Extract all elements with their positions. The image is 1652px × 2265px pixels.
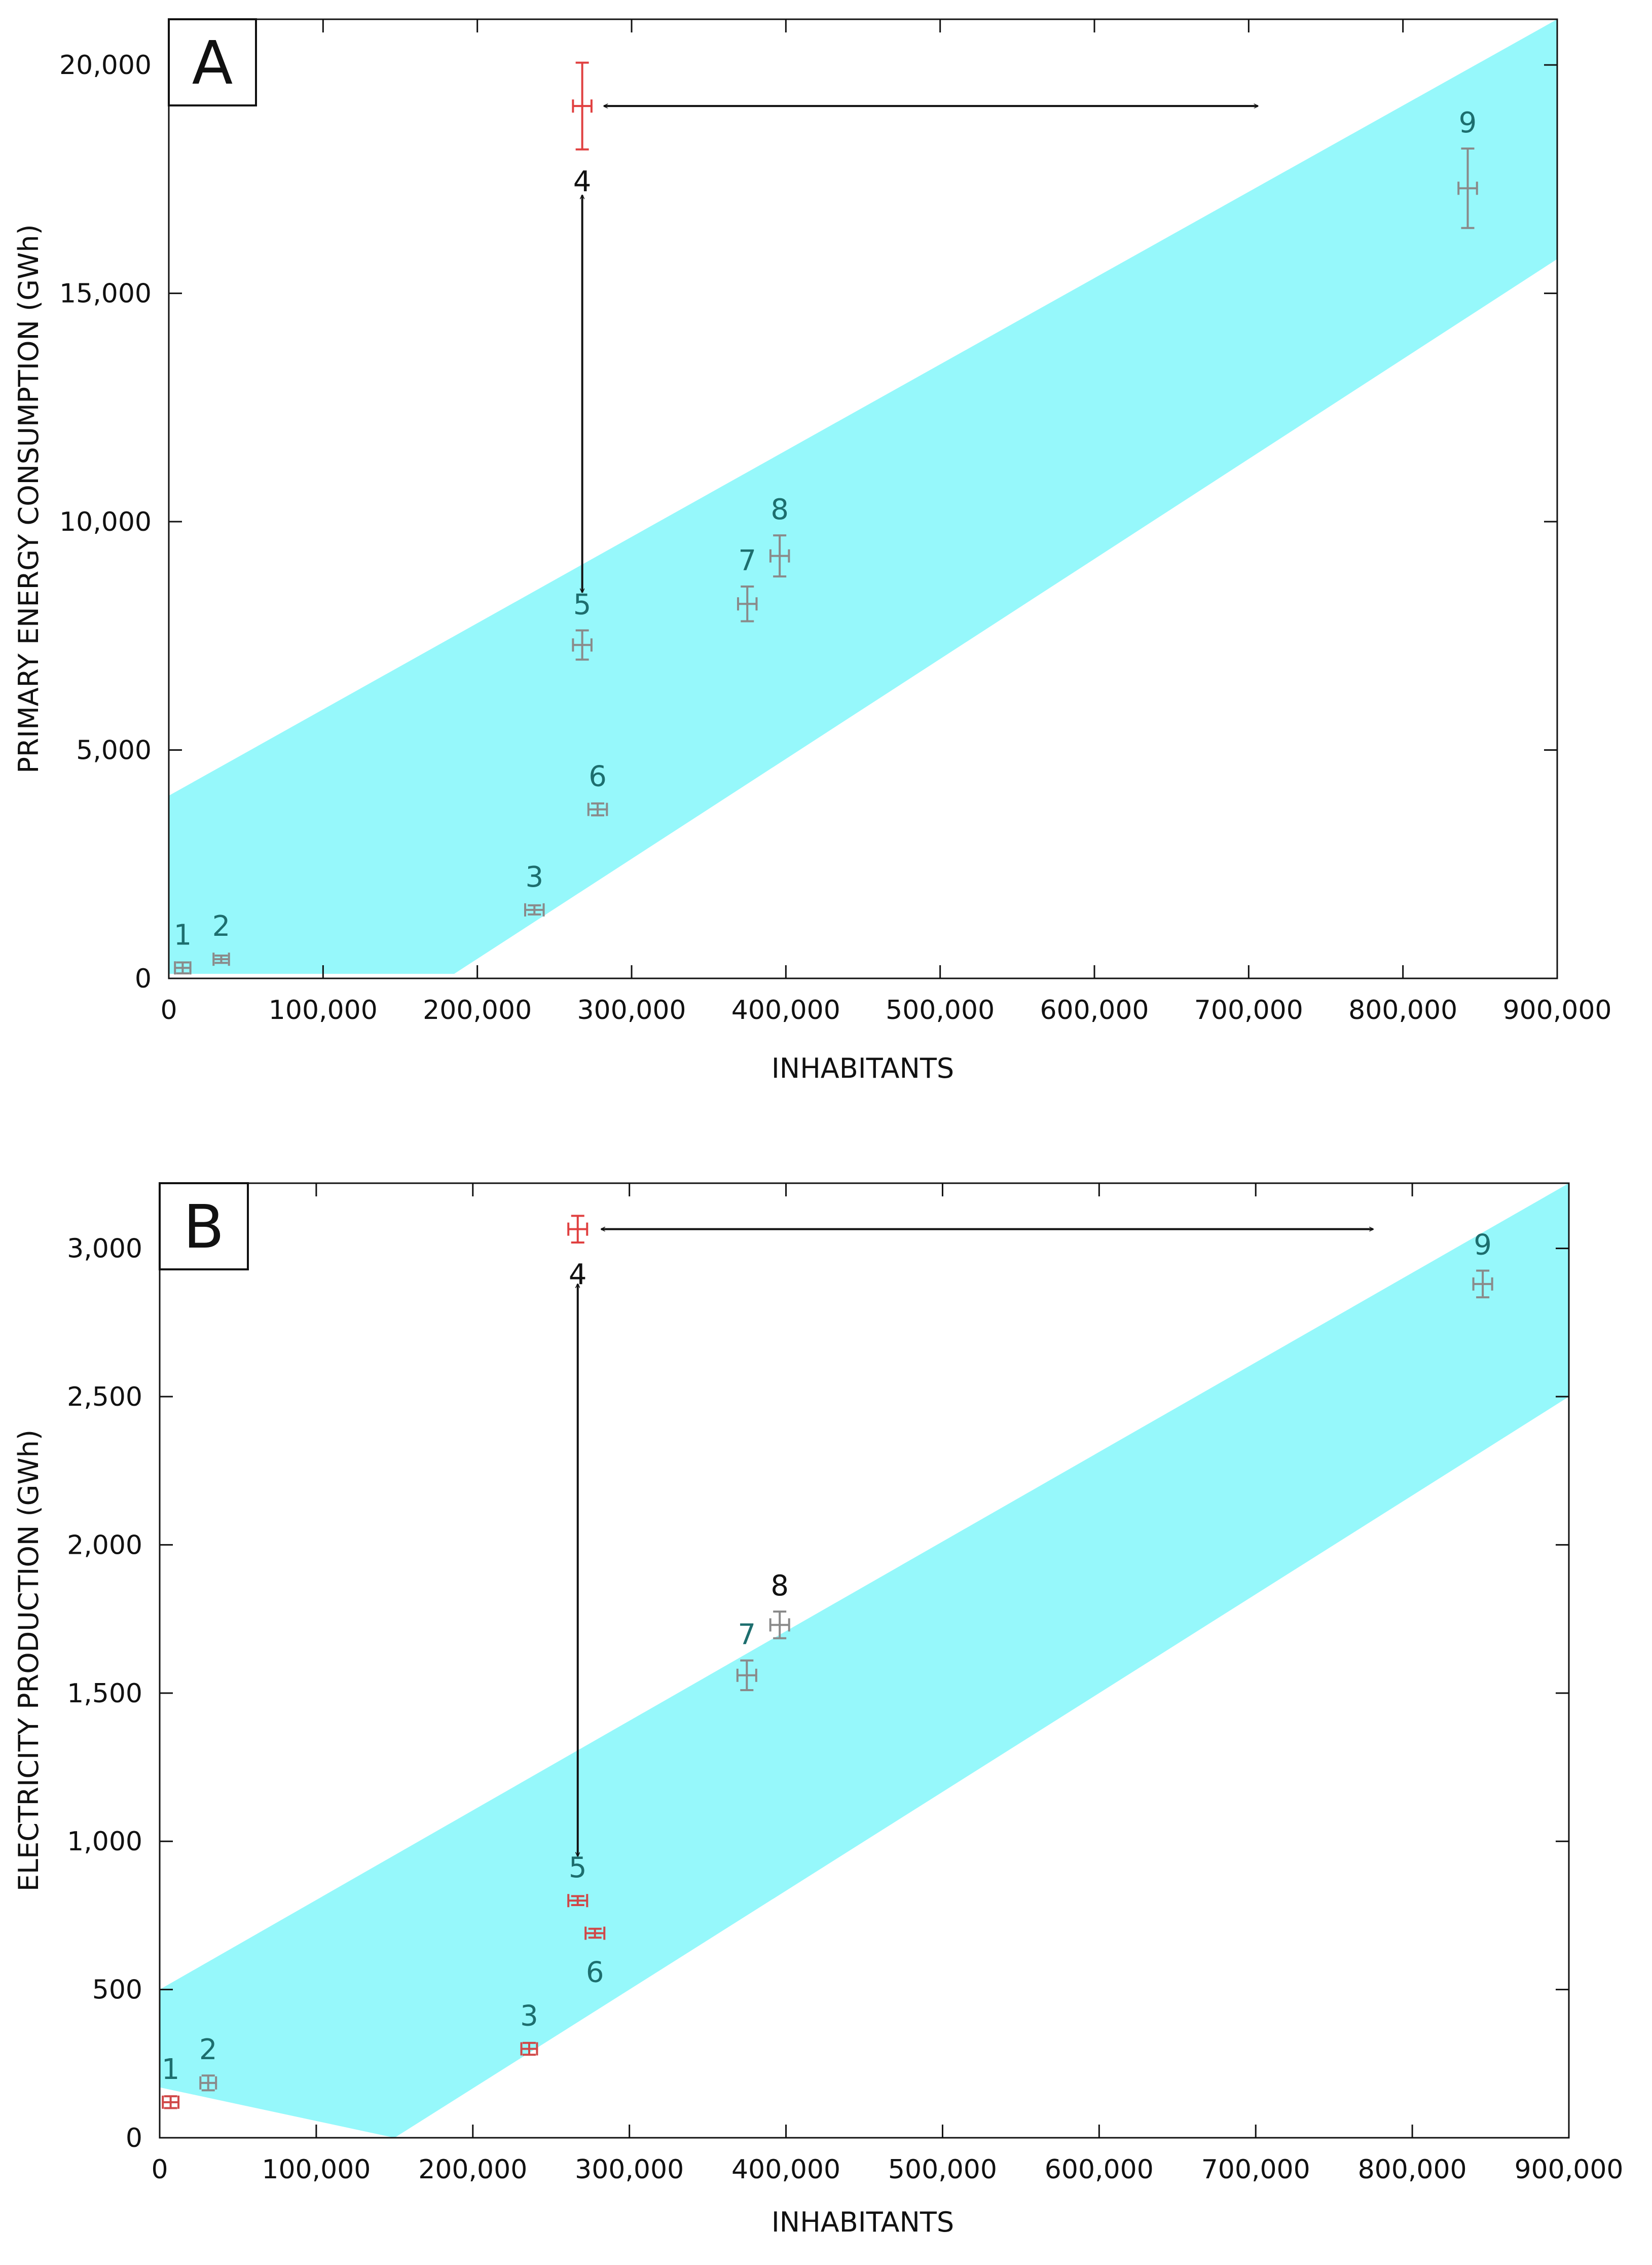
x-tick-label: 700,000 [1194,995,1303,1026]
data-point-2: 2 [212,910,231,966]
point-label-9: 9 [1474,1229,1492,1262]
data-point-2: 2 [199,2033,217,2092]
y-tick-label: 1,500 [67,1678,142,1709]
y-tick-label: 0 [135,964,152,994]
data-point-1: 1 [162,2053,180,2109]
x-tick-label: 400,000 [731,2154,840,2185]
data-point-6: 6 [587,760,608,817]
point-label-2: 2 [212,910,231,943]
point-label-2: 2 [199,2033,217,2066]
x-tick-label: 900,000 [1502,995,1611,1026]
x-tick-label: 600,000 [1045,2154,1154,2185]
point-label-7: 7 [738,544,756,577]
data-point-3: 3 [524,861,545,917]
y-tick-label: 3,000 [67,1234,142,1264]
x-tick-label: 400,000 [731,995,840,1026]
data-point-5: 5 [572,588,593,661]
x-tick-label: 800,000 [1358,2154,1467,2185]
data-point-8: 8 [769,493,790,578]
data-point-1: 1 [174,919,192,975]
point-label-1: 1 [174,919,192,952]
plot-frame [168,18,1558,979]
x-tick-label: 600,000 [1040,995,1149,1026]
uncertainty-band [169,19,1557,974]
point-label-3: 3 [520,2000,538,2033]
point-label-7: 7 [738,1619,756,1652]
point-label-8: 8 [770,1569,789,1602]
panel-label: B [183,1192,225,1262]
data-point-9: 9 [1472,1229,1493,1299]
y-tick-label: 500 [92,1975,142,2005]
x-tick-label: 200,000 [423,995,532,1026]
x-axis-label: INHABITANTS [772,2206,954,2238]
point-label-6: 6 [589,760,607,793]
x-tick-label: 900,000 [1514,2154,1623,2185]
data-point-9: 9 [1457,106,1478,229]
uncertainty-band [160,1183,1569,2138]
point-label-5: 5 [573,588,592,621]
point-label-1: 1 [162,2053,180,2086]
data-point-4: 4 [567,1215,589,1291]
data-point-6: 6 [584,1926,606,1989]
point-label-6: 6 [586,1956,604,1989]
y-tick-label: 15,000 [59,279,152,309]
x-tick-label: 100,000 [269,995,378,1026]
plot-frame [159,1182,1570,2139]
data-point-7: 7 [736,1619,757,1691]
point-label-3: 3 [525,861,543,894]
point-label-8: 8 [770,493,789,526]
x-tick-label: 800,000 [1348,995,1457,1026]
y-tick-label: 10,000 [59,507,152,537]
y-axis-label: PRIMARY ENERGY CONSUMPTION (GWh) [13,224,45,773]
data-point-3: 3 [520,2000,538,2056]
x-tick-label: 0 [151,2154,168,2185]
x-tick-label: 700,000 [1201,2154,1310,2185]
panel-label-box [159,1182,249,1270]
panel-label-box [168,18,257,106]
x-axis-label: INHABITANTS [772,1052,954,1084]
data-point-4: 4 [572,61,593,198]
y-tick-label: 20,000 [59,50,152,81]
x-tick-label: 500,000 [886,995,995,1026]
x-tick-label: 300,000 [577,995,686,1026]
x-tick-label: 300,000 [575,2154,684,2185]
point-label-4: 4 [569,1258,587,1291]
panel-a: 0 100,000 200,000 300,000 400,000 500,000 600,… [13,18,1612,1084]
y-tick-label: 0 [126,2123,142,2153]
y-axis-label: ELECTRICITY PRODUCTION (GWh) [13,1430,45,1891]
point-label-5: 5 [569,1851,587,1884]
y-tick-label: 2,500 [67,1382,142,1412]
y-tick-label: 5,000 [76,736,152,766]
x-tick-label: 200,000 [418,2154,527,2185]
x-tick-label: 0 [160,995,177,1026]
data-point-8: 8 [769,1569,790,1639]
data-point-7: 7 [737,544,758,623]
y-tick-label: 2,000 [67,1530,142,1560]
y-tick-label: 1,000 [67,1826,142,1857]
x-tick-label: 100,000 [262,2154,371,2185]
data-point-5: 5 [567,1851,589,1908]
x-tick-label: 500,000 [888,2154,997,2185]
panel-b: 0 100,000 200,000 300,000 400,000 500,000 600,… [13,1182,1624,2238]
point-label-4: 4 [573,165,592,198]
point-label-9: 9 [1459,106,1477,139]
panel-label: A [192,28,233,98]
